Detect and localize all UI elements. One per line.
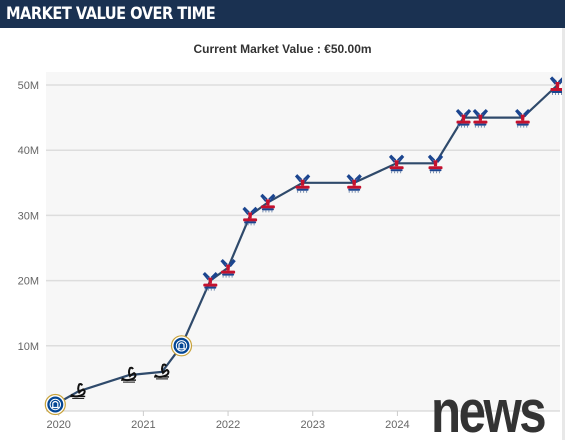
crystal-palace-eagle-icon [220, 258, 236, 278]
eagle-base-blue [551, 91, 564, 93]
swan-body [70, 383, 86, 398]
eagle-base-blue [348, 188, 361, 191]
eagle-pillars [297, 190, 308, 193]
eagle-base-blue [244, 221, 257, 224]
eagle-pillars [204, 288, 215, 291]
swansea-swan-icon [121, 366, 137, 383]
x-tick-label: 2022 [216, 419, 240, 431]
eagle-body [520, 114, 525, 121]
chelsea-crest-icon [44, 393, 66, 416]
crystal-palace-eagle-icon [455, 108, 472, 128]
y-tick-label: 30M [18, 210, 39, 222]
eagle-body [300, 179, 305, 186]
chart-header: MARKET VALUE OVER TIME [0, 0, 565, 28]
eagle-body [555, 82, 560, 88]
crystal-palace-eagle-icon [427, 154, 444, 174]
eagle-base-red [473, 120, 488, 124]
eagle-wings [427, 154, 444, 163]
eagle-base-red [221, 270, 236, 274]
crystal-palace-eagle-icon [472, 108, 489, 128]
eagle-base-blue [457, 123, 470, 126]
y-tick-label: 50M [18, 80, 39, 92]
eagle-wings [515, 108, 531, 118]
x-tick-label: 2024 [385, 419, 409, 431]
crest-inner-ring [49, 398, 61, 411]
crystal-palace-eagle-icon [260, 193, 276, 213]
eagle-pillars [262, 210, 273, 213]
eagle-wings [260, 193, 276, 202]
eagle-base-red [428, 166, 443, 170]
eagle-base-red [243, 218, 258, 222]
eagle-body [226, 264, 231, 271]
crystal-palace-eagle-icon [202, 271, 218, 291]
eagle-base-red [295, 185, 310, 189]
crest-lion [178, 342, 185, 350]
eagle-base-blue [516, 123, 529, 126]
eagle-base-red [515, 120, 530, 124]
eagle-base-red [203, 283, 218, 287]
crest-lion [51, 400, 59, 409]
eagle-pillars [458, 125, 468, 128]
eagle-base-blue [474, 123, 487, 126]
eagle-body [461, 114, 466, 121]
eagle-wings [346, 174, 362, 183]
crystal-palace-eagle-icon [515, 108, 531, 128]
y-tick-label: 40M [18, 145, 39, 157]
plot-area [46, 72, 560, 411]
eagle-pillars [430, 171, 440, 174]
crystal-palace-eagle-icon [242, 206, 258, 226]
eagle-base-blue [390, 169, 403, 172]
eagle-body [478, 114, 483, 121]
x-tick-label: 2020 [46, 419, 70, 431]
eagle-base-blue [296, 188, 309, 191]
eagle-pillars [517, 125, 528, 128]
news-watermark: news [431, 378, 547, 445]
crest-inner-ring [175, 340, 188, 352]
eagle-wings [202, 271, 218, 281]
crystal-palace-eagle-icon [388, 154, 405, 174]
eagle-pillars [244, 223, 255, 226]
swan-body [154, 363, 170, 378]
chelsea-crest-icon [170, 335, 193, 357]
y-tick-label: 10M [18, 341, 39, 353]
eagle-base-red [389, 166, 404, 170]
eagle-base-red [456, 120, 471, 124]
eagle-body [208, 277, 213, 284]
x-tick-label: 2021 [131, 419, 155, 431]
eagle-wings [294, 174, 311, 183]
eagle-base-blue [204, 286, 217, 289]
eagle-wings [220, 258, 236, 268]
eagle-wings [455, 108, 472, 118]
right-border [562, 28, 565, 440]
eagle-body [265, 199, 270, 206]
header-title: MARKET VALUE OVER TIME [6, 4, 216, 24]
x-tick-label: 2023 [300, 419, 324, 431]
eagle-wings [242, 206, 258, 215]
eagle-base-red [347, 185, 362, 189]
eagle-pillars [222, 275, 233, 278]
eagle-pillars [474, 125, 485, 128]
eagle-body [394, 160, 399, 167]
swansea-swan-icon [70, 383, 86, 399]
crystal-palace-eagle-icon [346, 174, 362, 193]
eagle-pillars [348, 190, 359, 193]
crystal-palace-eagle-icon [294, 174, 311, 193]
eagle-body [433, 160, 438, 167]
eagle-base-red [260, 205, 275, 209]
swan-body [121, 366, 137, 382]
eagle-wings [388, 154, 405, 163]
eagle-base-red [550, 88, 565, 91]
eagle-body [248, 212, 253, 219]
eagle-pillars [391, 171, 402, 174]
eagle-base-blue [261, 208, 274, 211]
eagle-base-blue [222, 273, 235, 276]
eagle-pillars [552, 93, 562, 95]
current-market-value: Current Market Value : €50.00m [193, 42, 372, 56]
y-tick-label: 20M [18, 276, 39, 288]
swansea-swan-icon [154, 363, 170, 380]
eagle-wings [472, 108, 489, 118]
eagle-body [352, 179, 357, 186]
eagle-base-blue [429, 169, 442, 172]
